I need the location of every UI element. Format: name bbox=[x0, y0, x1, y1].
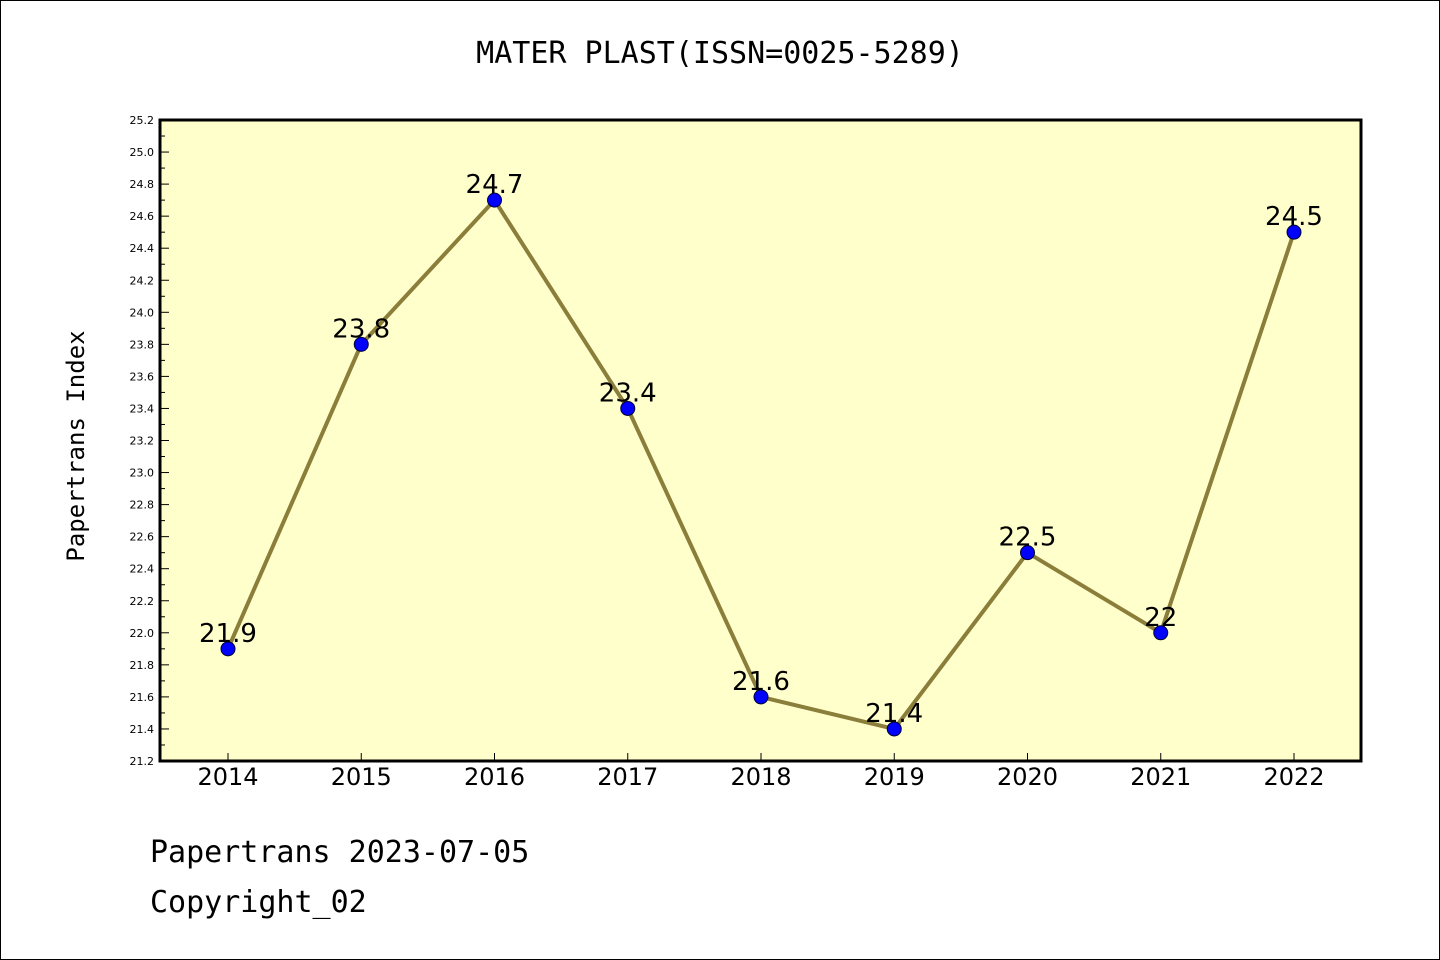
data-label: 24.7 bbox=[466, 170, 524, 200]
data-point bbox=[753, 689, 769, 705]
footer-date-line: Papertrans 2023-07-05 bbox=[150, 835, 530, 870]
data-point bbox=[220, 641, 236, 657]
x-tick-label: 2017 bbox=[597, 763, 658, 791]
data-point bbox=[886, 721, 902, 737]
x-tick-label: 2022 bbox=[1263, 763, 1324, 791]
x-tick-label: 2014 bbox=[197, 763, 258, 791]
y-tick-label: 23.8 bbox=[130, 338, 155, 351]
x-tick-label: 2018 bbox=[730, 763, 791, 791]
y-tick-label: 22.0 bbox=[130, 627, 155, 640]
data-point bbox=[353, 336, 369, 352]
data-label: 22.5 bbox=[999, 523, 1057, 553]
data-label: 24.5 bbox=[1265, 202, 1323, 232]
data-label: 21.9 bbox=[199, 619, 257, 649]
data-point bbox=[620, 400, 636, 416]
data-label: 22 bbox=[1144, 603, 1177, 633]
x-axis-ticks: 2014 2015 2016 2017 2018 2019 2020 2021 2022 bbox=[197, 753, 1325, 791]
data-point bbox=[1286, 224, 1302, 240]
y-tick-label: 22.4 bbox=[130, 563, 155, 576]
data-label: 21.4 bbox=[865, 699, 923, 729]
y-tick-label: 24.6 bbox=[130, 210, 155, 223]
plot-border bbox=[158, 118, 1363, 763]
data-label: 23.4 bbox=[599, 378, 657, 408]
y-tick-label: 25.0 bbox=[130, 146, 155, 159]
y-tick-label: 23.2 bbox=[130, 435, 155, 448]
y-tick-label: 22.2 bbox=[130, 595, 155, 608]
y-tick-label: 21.8 bbox=[130, 659, 155, 672]
x-tick-label: 2016 bbox=[464, 763, 525, 791]
y-tick-label: 21.6 bbox=[130, 691, 155, 704]
y-tick-label: 21.4 bbox=[130, 723, 155, 736]
x-tick-label: 2019 bbox=[864, 763, 925, 791]
data-label: 21.6 bbox=[732, 667, 790, 697]
y-tick-label: 22.6 bbox=[130, 531, 155, 544]
y-tick-label: 21.2 bbox=[130, 755, 155, 768]
data-labels: 21.9 23.8 24.7 23.4 21.6 21.4 22.5 22 24.5 bbox=[199, 170, 1323, 729]
y-tick-label: 24.2 bbox=[130, 274, 155, 287]
x-tick-label: 2021 bbox=[1130, 763, 1191, 791]
y-tick-label: 25.2 bbox=[130, 114, 155, 127]
data-point bbox=[1020, 545, 1035, 561]
y-tick-label: 23.0 bbox=[130, 467, 155, 480]
y-tick-label: 23.4 bbox=[130, 402, 155, 415]
series-markers bbox=[220, 192, 1302, 737]
data-point bbox=[1153, 625, 1169, 641]
footer-copyright-line: Copyright_02 bbox=[150, 885, 367, 920]
data-point bbox=[487, 192, 502, 208]
x-tick-label: 2015 bbox=[331, 763, 392, 791]
y-tick-label: 24.4 bbox=[130, 242, 155, 255]
y-tick-label: 22.8 bbox=[130, 499, 155, 512]
data-label: 23.8 bbox=[332, 314, 390, 344]
plot-area bbox=[160, 120, 1361, 761]
y-tick-label: 23.6 bbox=[130, 370, 155, 383]
y-tick-label: 24.0 bbox=[130, 306, 155, 319]
y-tick-label: 24.8 bbox=[130, 178, 155, 191]
chart-title: MATER PLAST(ISSN=0025-5289) bbox=[476, 36, 964, 71]
x-tick-label: 2020 bbox=[997, 763, 1058, 791]
